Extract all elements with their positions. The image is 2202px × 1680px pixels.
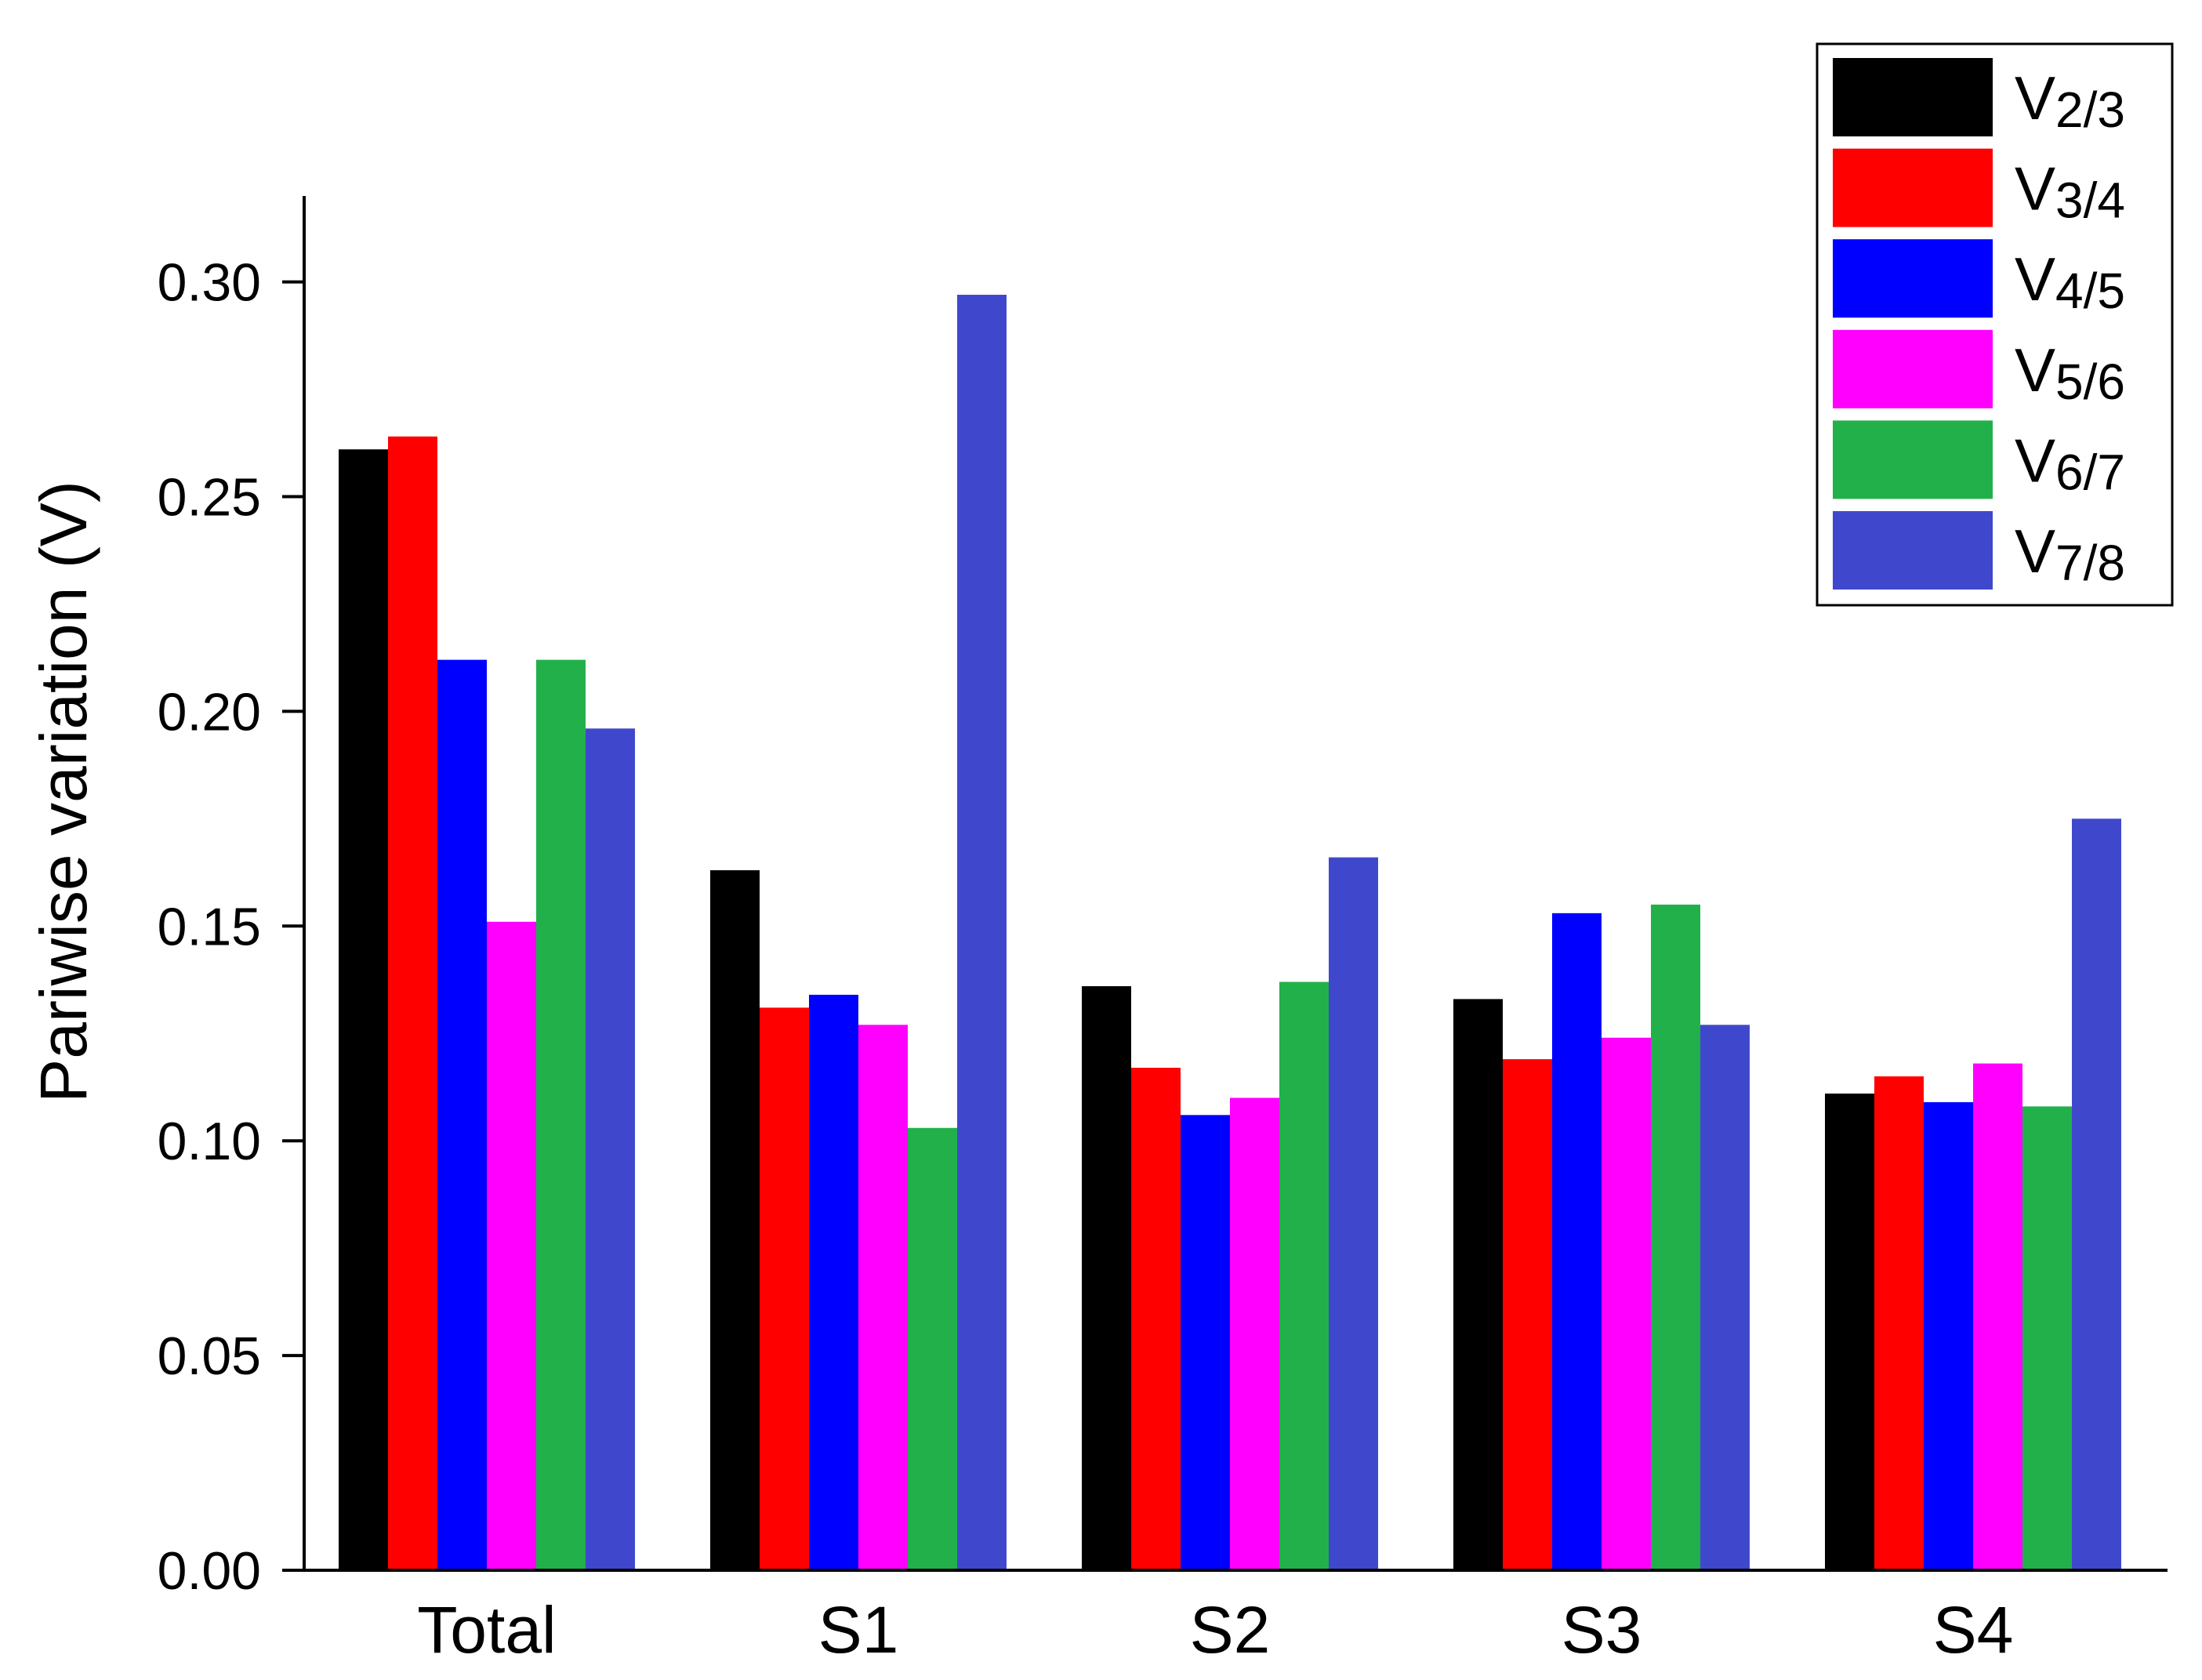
x-category-label: S3	[1562, 1593, 1642, 1667]
bar-s4-7-8	[2072, 818, 2121, 1570]
y-tick-label: 0.20	[158, 682, 261, 742]
legend-label-subscript: 4/5	[2055, 263, 2125, 319]
legend-swatch	[1833, 148, 1993, 227]
legend-label-subscript: 3/4	[2055, 172, 2125, 229]
bar-s3-3-4	[1503, 1059, 1552, 1570]
legend-label: V6/7	[2015, 426, 2125, 500]
legend-swatch	[1833, 511, 1993, 590]
legend-label-subscript: 5/6	[2055, 354, 2125, 410]
legend-label: V3/4	[2015, 154, 2125, 229]
legend-label-subscript: 7/8	[2055, 535, 2125, 591]
y-tick-label: 0.25	[158, 467, 261, 527]
legend-label-main: V	[2015, 517, 2055, 586]
bars-layer	[339, 294, 2121, 1571]
legend-swatch	[1833, 420, 1993, 499]
legend-label: V7/8	[2015, 517, 2125, 591]
x-category-label: S1	[818, 1593, 899, 1667]
legend-label-main: V	[2015, 426, 2055, 495]
bar-s1-4-5	[809, 994, 858, 1570]
bar-total-6-7	[536, 659, 586, 1571]
bar-s4-2-3	[1825, 1093, 1874, 1570]
y-tick-label: 0.30	[158, 253, 261, 313]
bar-s1-2-3	[710, 870, 760, 1570]
bar-s2-4-5	[1181, 1115, 1230, 1570]
legend-label-main: V	[2015, 336, 2055, 405]
legend-label-subscript: 2/3	[2055, 82, 2125, 138]
x-category-labels: Total S1 S2 S3 S4	[417, 1593, 2013, 1667]
bar-s2-7-8	[1329, 857, 1378, 1570]
bar-s3-2-3	[1453, 999, 1503, 1570]
bar-s1-6-7	[908, 1127, 957, 1570]
bar-s1-7-8	[957, 294, 1007, 1571]
legend-label-main: V	[2015, 245, 2055, 314]
y-tick-label: 0.05	[158, 1326, 261, 1386]
bar-s2-3-4	[1131, 1068, 1181, 1570]
bar-s4-3-4	[1874, 1076, 1924, 1570]
axes-layer	[303, 196, 2168, 1572]
bar-s4-5-6	[1973, 1063, 2022, 1570]
y-axis-title: Pariwise variation (V)	[27, 481, 100, 1103]
legend-label: V2/3	[2015, 63, 2125, 138]
bar-s3-6-7	[1651, 904, 1700, 1570]
legend-swatch	[1833, 329, 1993, 408]
bar-s4-4-5	[1924, 1101, 1973, 1570]
bar-total-7-8	[586, 728, 635, 1570]
legend-frame	[1816, 42, 2174, 607]
y-tick-label: 0.10	[158, 1112, 261, 1171]
legend-label: V4/5	[2015, 245, 2125, 319]
bar-s3-7-8	[1700, 1025, 1750, 1570]
legend-label-main: V	[2015, 63, 2055, 132]
bar-total-4-5	[437, 659, 487, 1571]
bar-s3-4-5	[1552, 913, 1602, 1570]
y-tick-label: 0.00	[158, 1541, 261, 1601]
bar-s1-5-6	[858, 1025, 908, 1570]
y-ticks: 0.00 0.05 0.10 0.15 0.20 0.25 0.30	[158, 253, 304, 1601]
legend-label: V5/6	[2015, 336, 2125, 410]
y-tick-label: 0.15	[158, 897, 261, 956]
legend: V2/3V3/4V4/5V5/6V6/7V7/8	[1816, 42, 2174, 607]
legend-label-subscript: 6/7	[2055, 444, 2125, 500]
bar-s3-5-6	[1602, 1037, 1651, 1570]
bar-s2-6-7	[1279, 982, 1329, 1570]
bar-s2-5-6	[1230, 1098, 1279, 1570]
legend-swatch	[1833, 58, 1993, 136]
bar-s2-2-3	[1082, 985, 1131, 1570]
x-category-label: S2	[1190, 1593, 1271, 1667]
bar-s1-3-4	[760, 1007, 809, 1570]
legend-label-main: V	[2015, 154, 2055, 223]
bar-total-2-3	[339, 449, 388, 1570]
x-category-label: Total	[417, 1593, 556, 1667]
legend-swatch	[1833, 239, 1993, 318]
bar-total-5-6	[487, 921, 536, 1570]
x-category-label: S4	[1933, 1593, 2014, 1667]
bar-s4-6-7	[2022, 1106, 2072, 1570]
bar-total-3-4	[388, 436, 437, 1570]
